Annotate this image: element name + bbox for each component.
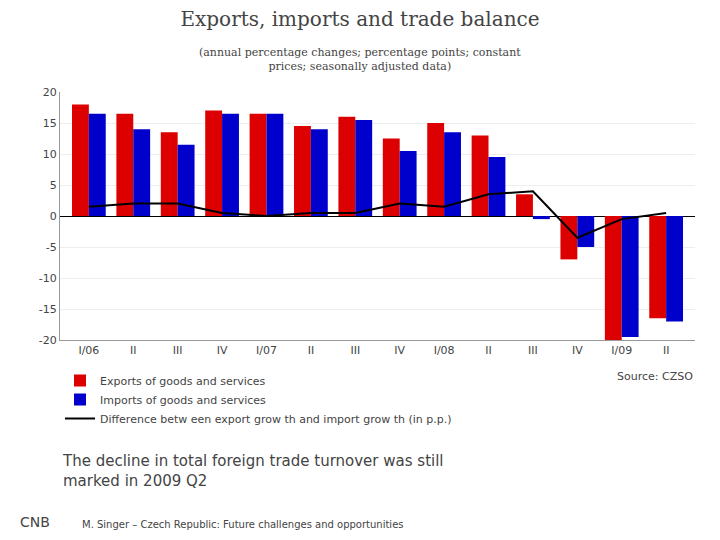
svg-text:Source: CZSO: Source: CZSO xyxy=(617,370,693,383)
svg-text:I/07: I/07 xyxy=(256,344,277,357)
svg-text:I/09: I/09 xyxy=(611,344,632,357)
svg-text:-5: -5 xyxy=(46,241,57,254)
svg-text:-10: -10 xyxy=(39,272,57,285)
svg-text:III: III xyxy=(173,344,183,357)
svg-text:Difference betw een export gro: Difference betw een export grow th and i… xyxy=(100,413,452,426)
svg-text:(annual percentage changes; pe: (annual percentage changes; percentage p… xyxy=(199,46,521,73)
svg-text:III: III xyxy=(350,344,360,357)
svg-text:Exports, imports and trade bal: Exports, imports and trade balance xyxy=(180,7,539,31)
svg-text:-20: -20 xyxy=(39,334,57,347)
svg-text:IV: IV xyxy=(217,344,228,357)
svg-text:I/08: I/08 xyxy=(434,344,455,357)
svg-text:15: 15 xyxy=(43,117,57,130)
svg-text:20: 20 xyxy=(43,86,57,99)
svg-text:II: II xyxy=(308,344,315,357)
svg-text:IV: IV xyxy=(394,344,405,357)
svg-text:10: 10 xyxy=(43,148,57,161)
svg-text:II: II xyxy=(663,344,670,357)
svg-text:5: 5 xyxy=(50,179,57,192)
svg-text:Exports of goods and services: Exports of goods and services xyxy=(100,375,266,388)
svg-text:III: III xyxy=(528,344,538,357)
svg-text:The decline in total foreign t: The decline in total foreign trade turno… xyxy=(62,452,444,490)
svg-text:0: 0 xyxy=(50,210,57,223)
svg-text:CNB: CNB xyxy=(20,514,50,530)
svg-text:-15: -15 xyxy=(39,303,57,316)
svg-text:II: II xyxy=(485,344,492,357)
svg-text:II: II xyxy=(130,344,137,357)
svg-text:Imports of goods and services: Imports of goods and services xyxy=(100,394,266,407)
svg-text:IV: IV xyxy=(572,344,583,357)
svg-text:M. Singer – Czech Republic: Fu: M. Singer – Czech Republic: Future chall… xyxy=(82,519,404,530)
svg-text:I/06: I/06 xyxy=(78,344,99,357)
